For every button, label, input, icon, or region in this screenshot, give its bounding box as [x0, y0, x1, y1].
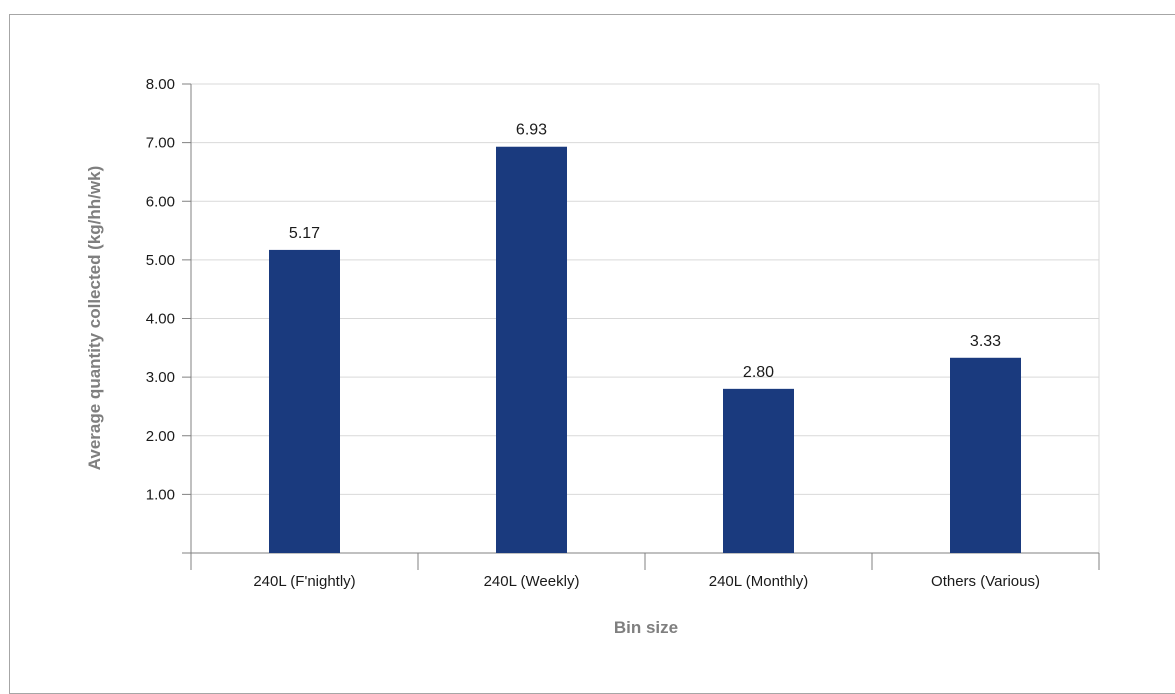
bar [950, 357, 1021, 553]
y-tick-label: 8.00 [146, 76, 175, 93]
y-tick-label: 1.00 [146, 486, 175, 503]
data-label: 3.33 [970, 333, 1001, 350]
x-axis-title: Bin size [614, 618, 678, 637]
y-tick-label: 3.00 [146, 369, 175, 386]
gridlines [191, 83, 1100, 553]
bar [723, 388, 794, 553]
y-tick-label: 6.00 [146, 193, 175, 210]
y-tick-label: 4.00 [146, 311, 175, 328]
y-axis-title: Average quantity collected (kg/hh/wk) [85, 166, 104, 471]
data-label: 5.17 [289, 225, 320, 242]
x-tick-label: 240L (F'nightly) [253, 573, 355, 590]
x-tick-label: 240L (Weekly) [484, 573, 580, 590]
data-label: 6.93 [516, 122, 547, 139]
bar-chart: 1.00 2.00 3.00 4.00 5.00 6.00 7.00 8.00 5.17 240L… [85, 76, 1100, 637]
labels: 1.00 2.00 3.00 4.00 5.00 6.00 7.00 8.00 5.17 240L… [146, 76, 1040, 590]
axes [182, 83, 1100, 570]
bar [269, 249, 340, 553]
bar [496, 146, 567, 553]
x-tick-label: 240L (Monthly) [709, 573, 809, 590]
y-tick-label: 2.00 [146, 428, 175, 445]
y-tick-label: 7.00 [146, 135, 175, 152]
data-label: 2.80 [743, 364, 774, 381]
bars [269, 146, 1021, 553]
y-tick-label: 5.00 [146, 252, 175, 269]
x-tick-label: Others (Various) [931, 573, 1040, 590]
